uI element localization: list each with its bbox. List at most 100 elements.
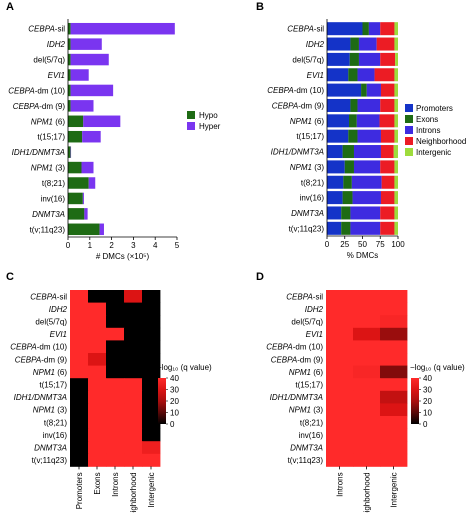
bar-hypo	[68, 130, 83, 143]
heatmap-cell	[88, 327, 107, 341]
column-label: Introns	[336, 472, 345, 496]
heatmap-cell	[353, 315, 381, 329]
row-label: IDH1/DNMT3A	[12, 148, 65, 157]
bar-segment-intergenic	[394, 68, 398, 82]
row-label: del(5/7q)	[33, 56, 65, 65]
bar-segment-promoters	[327, 22, 363, 36]
legend-swatch	[187, 111, 195, 119]
bar-segment-promoters	[327, 206, 342, 220]
bar-segment-introns	[368, 22, 381, 36]
heatmap-cell	[106, 453, 125, 467]
colorbar-tick-label: 20	[170, 397, 179, 406]
heatmap-cell	[326, 353, 354, 366]
bar-segment-neighborhood	[380, 98, 395, 112]
bar-segment-intergenic	[394, 191, 398, 205]
bar-segment-promoters	[327, 83, 362, 97]
bar-segment-promoters	[327, 37, 351, 51]
bar-hyper	[81, 161, 94, 174]
heatmap-cell	[380, 378, 408, 392]
row-label: inv(16)	[43, 431, 68, 440]
row-label: t(15;17)	[37, 133, 65, 142]
heatmap-cell	[124, 290, 143, 303]
heatmap-cell	[326, 302, 354, 316]
bar-segment-intergenic	[394, 114, 398, 128]
heatmap-cell	[106, 378, 125, 392]
heatmap-cell	[353, 416, 381, 429]
heatmap-cell	[380, 353, 408, 366]
heatmap-cell	[380, 428, 408, 442]
row-label: IDH2	[305, 305, 324, 314]
heatmap-cell	[70, 378, 89, 392]
heatmap-cell	[70, 315, 89, 329]
bar-segment-promoters	[327, 145, 343, 159]
heatmap-cell	[70, 327, 89, 341]
legend-label: Exons	[416, 115, 438, 124]
colorbar-tick-label: 30	[170, 386, 179, 395]
row-label: del(5/7q)	[35, 318, 67, 327]
row-label: NPM1 (3)	[290, 163, 325, 172]
heatmap-cell	[326, 453, 354, 467]
panel-letter-b: B	[256, 1, 264, 13]
legend-label: Neighborhood	[416, 137, 466, 146]
heatmap-cell	[380, 416, 408, 429]
legend-label: Hyper	[199, 122, 221, 131]
heatmap-cell	[70, 302, 89, 316]
heatmap-cell	[70, 403, 89, 417]
bar-segment-introns	[357, 68, 375, 82]
bar-hypo	[68, 146, 71, 158]
row-label: DNMT3A	[290, 444, 323, 453]
bar-hyper	[70, 100, 94, 112]
bar-hypo	[68, 38, 71, 50]
bar-segment-exons	[362, 22, 369, 36]
heatmap-cell	[353, 290, 381, 303]
bar-segment-neighborhood	[374, 68, 395, 82]
heatmap-cell	[380, 365, 408, 379]
row-label: NPM1 (3)	[31, 164, 66, 173]
bar-segment-exons	[349, 52, 359, 66]
bar-segment-introns	[350, 221, 381, 235]
heatmap-cell	[353, 327, 381, 341]
heatmap-cell	[353, 403, 381, 417]
heatmap-cell	[142, 403, 161, 417]
bar-segment-neighborhood	[380, 221, 395, 235]
heatmap-cell	[124, 441, 143, 455]
bar-hypo	[68, 192, 83, 205]
heatmap-cell	[88, 453, 107, 467]
legend-label: Hypo	[199, 111, 218, 120]
bar-segment-exons	[349, 114, 357, 128]
x-tick-label: 1	[88, 241, 93, 250]
heatmap-cell	[106, 302, 125, 316]
bar-segment-exons	[344, 160, 354, 174]
heatmap-cell	[326, 441, 354, 455]
heatmap-cell	[70, 365, 89, 379]
row-label: t(v;11q23)	[32, 456, 68, 465]
x-tick-label: 75	[376, 240, 385, 249]
legend-label: Intergenic	[416, 148, 451, 157]
heatmap-cell	[142, 416, 161, 429]
bar-segment-exons	[348, 68, 358, 82]
panel-letter-d: D	[256, 271, 264, 283]
heatmap-cell	[70, 441, 89, 455]
legend-swatch	[405, 115, 413, 123]
row-label: IDH2	[306, 40, 325, 49]
heatmap-cell	[353, 390, 381, 404]
heatmap-cell	[106, 403, 125, 417]
heatmap-cell	[380, 327, 408, 341]
x-tick-label: 3	[131, 241, 136, 250]
heatmap-cell	[124, 378, 143, 392]
heatmap-cell	[88, 302, 107, 316]
bar-segment-intergenic	[394, 83, 398, 97]
x-tick-label: 100	[391, 240, 405, 249]
bar-hyper	[70, 69, 89, 81]
bar-segment-neighborhood	[380, 129, 395, 143]
heatmap-cell	[70, 390, 89, 404]
row-label: DNMT3A	[34, 444, 67, 453]
colorbar	[411, 378, 419, 424]
panel-letter-a: A	[6, 1, 14, 13]
row-label: inv(16)	[299, 431, 324, 440]
row-label: CEBPA-dm (9)	[271, 355, 324, 364]
bar-segment-exons	[350, 37, 359, 51]
heatmap-cell	[353, 378, 381, 392]
heatmap-cell	[326, 416, 354, 429]
